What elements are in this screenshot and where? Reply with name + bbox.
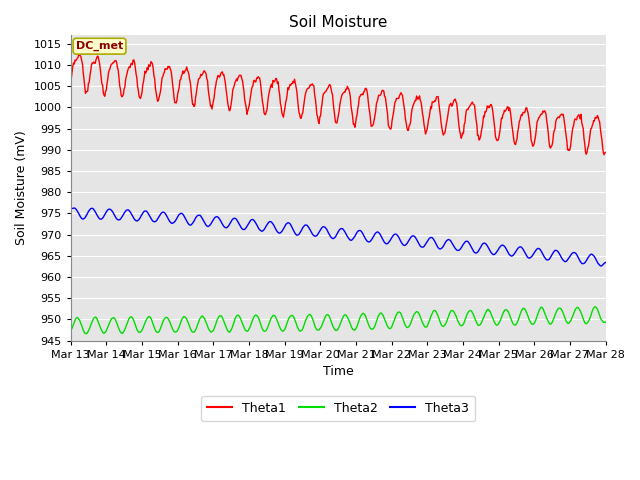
- Theta3: [602, 260, 609, 265]
- Theta3: [70, 205, 78, 211]
- Theta3: [186, 222, 194, 228]
- Theta1: [186, 80, 194, 86]
- Theta3: [404, 240, 412, 245]
- Theta1: [77, 54, 85, 60]
- X-axis label: Time: Time: [323, 365, 353, 378]
- Theta2: [67, 327, 74, 333]
- Theta3: [67, 205, 74, 211]
- Legend: Theta1, Theta2, Theta3: Theta1, Theta2, Theta3: [201, 396, 475, 421]
- Theta3: [419, 244, 427, 250]
- Theta1: [67, 79, 74, 84]
- Theta3: [132, 218, 140, 224]
- Theta2: [83, 331, 90, 336]
- Line: Theta1: Theta1: [70, 55, 605, 155]
- Theta1: [419, 115, 427, 120]
- Theta2: [132, 324, 140, 330]
- Theta2: [215, 314, 223, 320]
- Line: Theta3: Theta3: [70, 208, 605, 266]
- Theta3: [597, 263, 605, 269]
- Theta1: [215, 73, 223, 79]
- Title: Soil Moisture: Soil Moisture: [289, 15, 387, 30]
- Theta3: [77, 215, 85, 220]
- Theta2: [76, 319, 84, 325]
- Theta2: [404, 324, 412, 330]
- Theta2: [591, 304, 599, 310]
- Theta1: [404, 128, 412, 133]
- Theta3: [215, 215, 223, 221]
- Line: Theta2: Theta2: [70, 307, 605, 334]
- Theta2: [419, 322, 427, 327]
- Theta1: [132, 71, 140, 77]
- Theta2: [602, 319, 609, 325]
- Theta1: [602, 150, 609, 156]
- Theta1: [75, 52, 83, 58]
- Theta1: [600, 152, 608, 157]
- Text: DC_met: DC_met: [76, 41, 123, 51]
- Y-axis label: Soil Moisture (mV): Soil Moisture (mV): [15, 131, 28, 245]
- Theta2: [186, 325, 194, 331]
